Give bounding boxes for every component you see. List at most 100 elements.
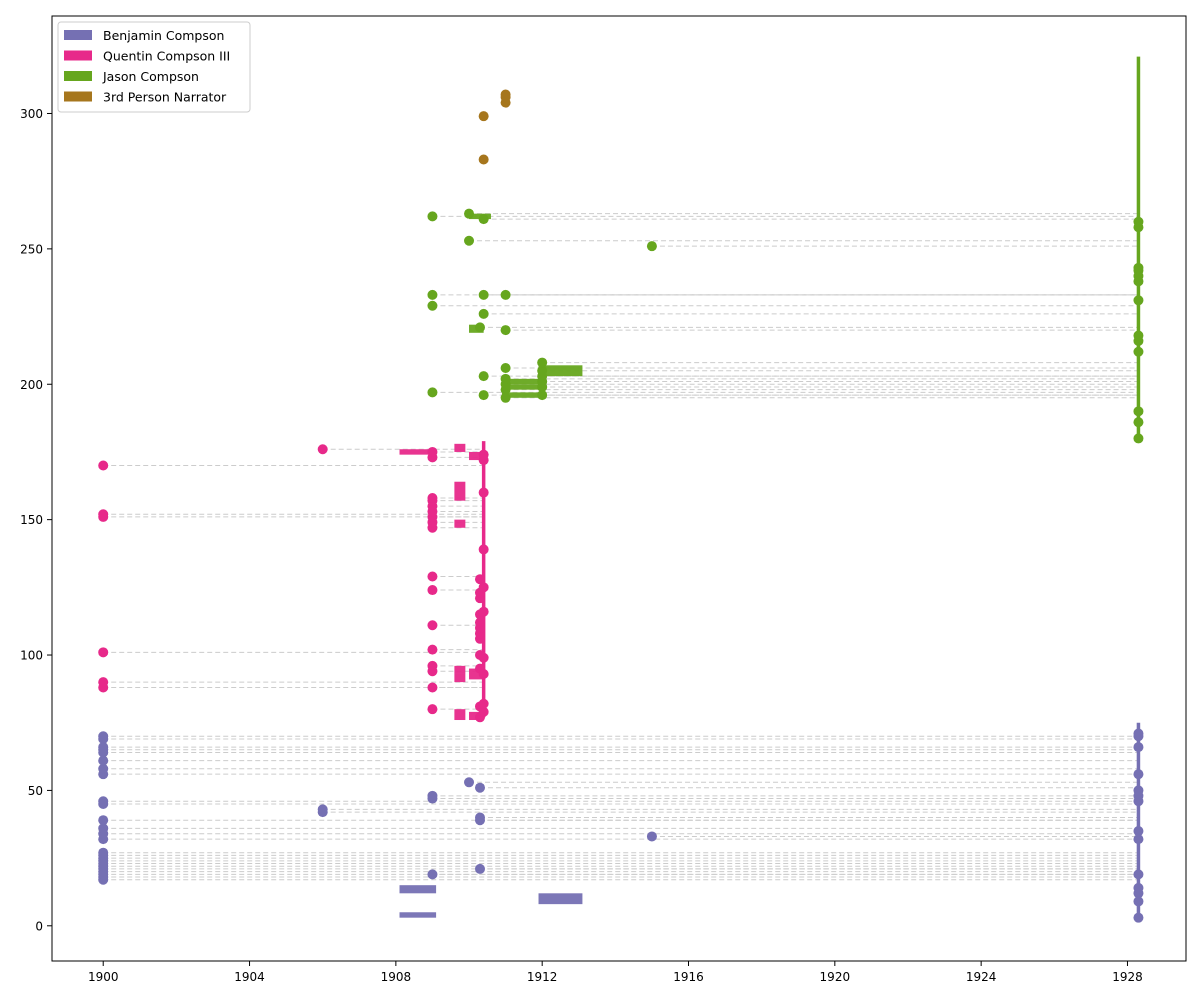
data-point [427,644,438,655]
data-point [478,390,489,401]
span-bar [399,912,437,918]
span-bar [454,443,466,452]
legend-label: Jason Compson [102,69,199,84]
data-point [427,446,438,457]
data-point [537,390,548,401]
legend: Benjamin Compson Quentin Compson III Jason… [57,21,251,113]
data-points [98,89,1144,923]
data-point [1133,912,1144,923]
data-point [478,606,489,617]
x-tick-label: 1924 [966,970,997,984]
span-bar [469,451,484,461]
x-tick-label: 1900 [88,970,119,984]
data-point [1133,826,1144,837]
data-point [98,647,109,658]
legend-box [57,21,251,113]
data-point [427,620,438,631]
data-point [98,755,109,766]
y-tick-label: 0 [35,919,43,933]
data-point [427,790,438,801]
data-point [427,300,438,311]
legend-label: Quentin Compson III [103,49,230,64]
data-point [98,815,109,826]
span-bar [399,449,437,455]
span-bar [469,668,484,680]
data-point [1133,216,1144,227]
data-point [500,289,511,300]
data-point [98,823,109,834]
x-tick-label: 1908 [381,970,412,984]
data-point [98,677,109,688]
data-point [1133,433,1144,444]
data-point [427,289,438,300]
data-point [478,698,489,709]
legend-swatch [64,50,92,61]
data-point [98,847,109,858]
data-point [427,211,438,222]
data-point [98,460,109,471]
data-point [1133,295,1144,306]
y-tick-label: 100 [20,649,43,663]
span-bar [454,481,466,501]
span-bar [501,392,546,398]
x-tick-label: 1904 [234,970,265,984]
data-point [427,704,438,715]
data-point [478,111,489,122]
data-point [500,363,511,374]
data-point [500,325,511,336]
data-point [478,706,489,717]
data-point [1133,742,1144,753]
plot-frame [51,15,1187,962]
span-bar [501,384,546,390]
span-bar [538,365,583,377]
data-point [1133,785,1144,796]
data-point [1133,869,1144,880]
data-point [474,812,485,823]
data-point [478,487,489,498]
data-point [478,154,489,165]
y-tick-label: 200 [20,378,43,392]
y-tick-label: 300 [20,107,43,121]
x-axis: 1900 1904 1908 1912 1916 1920 1924 1928 [88,961,1143,984]
data-point [500,392,511,403]
span-bar [501,378,546,385]
data-point [500,373,511,384]
data-point [1133,406,1144,417]
data-point [478,449,489,460]
data-point [1133,769,1144,780]
x-tick-label: 1916 [673,970,704,984]
data-point [427,492,438,503]
data-point [1133,882,1144,893]
data-point [474,863,485,874]
x-tick-label: 1912 [527,970,558,984]
legend-swatch [64,91,92,102]
x-tick-label: 1920 [820,970,851,984]
data-point [646,241,657,252]
span-bar [454,665,466,674]
data-point [1133,728,1144,739]
data-point [478,308,489,319]
data-point [98,509,109,520]
span-bar [454,673,466,683]
legend-label: Benjamin Compson [103,28,224,43]
data-point [427,585,438,596]
data-point [537,365,548,376]
legend-label: 3rd Person Narrator [103,90,227,105]
data-point [464,777,475,788]
data-point [1133,330,1144,341]
data-point [478,668,489,679]
data-point [478,544,489,555]
data-point [427,387,438,398]
data-point [427,869,438,880]
data-point [464,235,475,246]
connector-lines [103,213,1139,881]
data-point [427,682,438,693]
data-point [98,742,109,753]
data-point [537,357,548,368]
data-point [478,214,489,225]
data-point [478,582,489,593]
span-bar [538,893,583,905]
data-point [98,763,109,774]
